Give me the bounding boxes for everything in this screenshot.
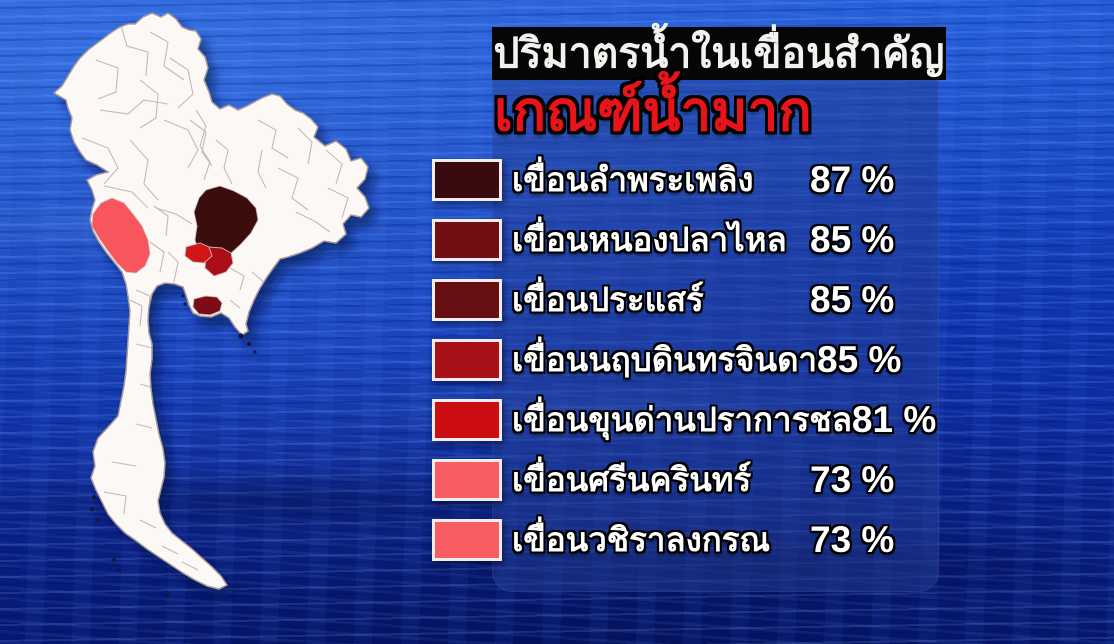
dam-color-swatch	[432, 159, 502, 201]
legend-row: เขื่อนศรีนครินทร์ 73 %	[432, 450, 895, 510]
criteria-heading: เกณฑ์น้ำมาก	[494, 80, 812, 142]
dam-legend: เขื่อนลำพระเพลิง 87 % เขื่อนหนองปลาไหล 8…	[432, 150, 936, 570]
legend-row: เขื่อนนฤบดินทรจินดา 85 %	[432, 330, 901, 390]
dam-percentage: 85 %	[810, 219, 895, 260]
dam-percentage: 73 %	[810, 459, 895, 500]
legend-row: เขื่อนประแสร์ 85 %	[432, 270, 895, 330]
dam-color-swatch	[432, 459, 502, 501]
dam-color-swatch	[432, 219, 502, 261]
legend-row: เขื่อนขุนด่านปราการชล 81 %	[432, 390, 936, 450]
dam-color-swatch	[432, 519, 502, 561]
legend-row: เขื่อนวชิราลงกรณ 73 %	[432, 510, 895, 570]
dam-color-swatch	[432, 279, 502, 321]
dam-percentage: 87 %	[810, 159, 895, 200]
dam-percentage: 85 %	[817, 339, 902, 380]
legend-panel	[492, 42, 939, 592]
dam-name: เขื่อนขุนด่านปราการชล	[512, 400, 852, 438]
legend-row: เขื่อนหนองปลาไหล 85 %	[432, 210, 895, 270]
title-bar: ปริมาตรน้ำในเขื่อนสำคัญ	[492, 27, 946, 80]
dam-percentage: 85 %	[810, 279, 895, 320]
dam-color-swatch	[432, 399, 502, 441]
dam-name: เขื่อนวชิราลงกรณ	[512, 520, 771, 558]
dam-percentage: 81 %	[851, 399, 937, 440]
dam-percentage: 73 %	[810, 519, 895, 560]
dam-name: เขื่อนศรีนครินทร์	[512, 460, 752, 498]
legend-row: เขื่อนลำพระเพลิง 87 %	[432, 150, 895, 210]
dam-color-swatch	[432, 339, 502, 381]
dam-name: เขื่อนนฤบดินทรจินดา	[512, 340, 818, 378]
dam-name: เขื่อนประแสร์	[512, 280, 704, 318]
dam-name: เขื่อนหนองปลาไหล	[512, 220, 787, 258]
dam-name: เขื่อนลำพระเพลิง	[512, 160, 754, 198]
page-title: ปริมาตรน้ำในเขื่อนสำคัญ	[493, 30, 945, 76]
